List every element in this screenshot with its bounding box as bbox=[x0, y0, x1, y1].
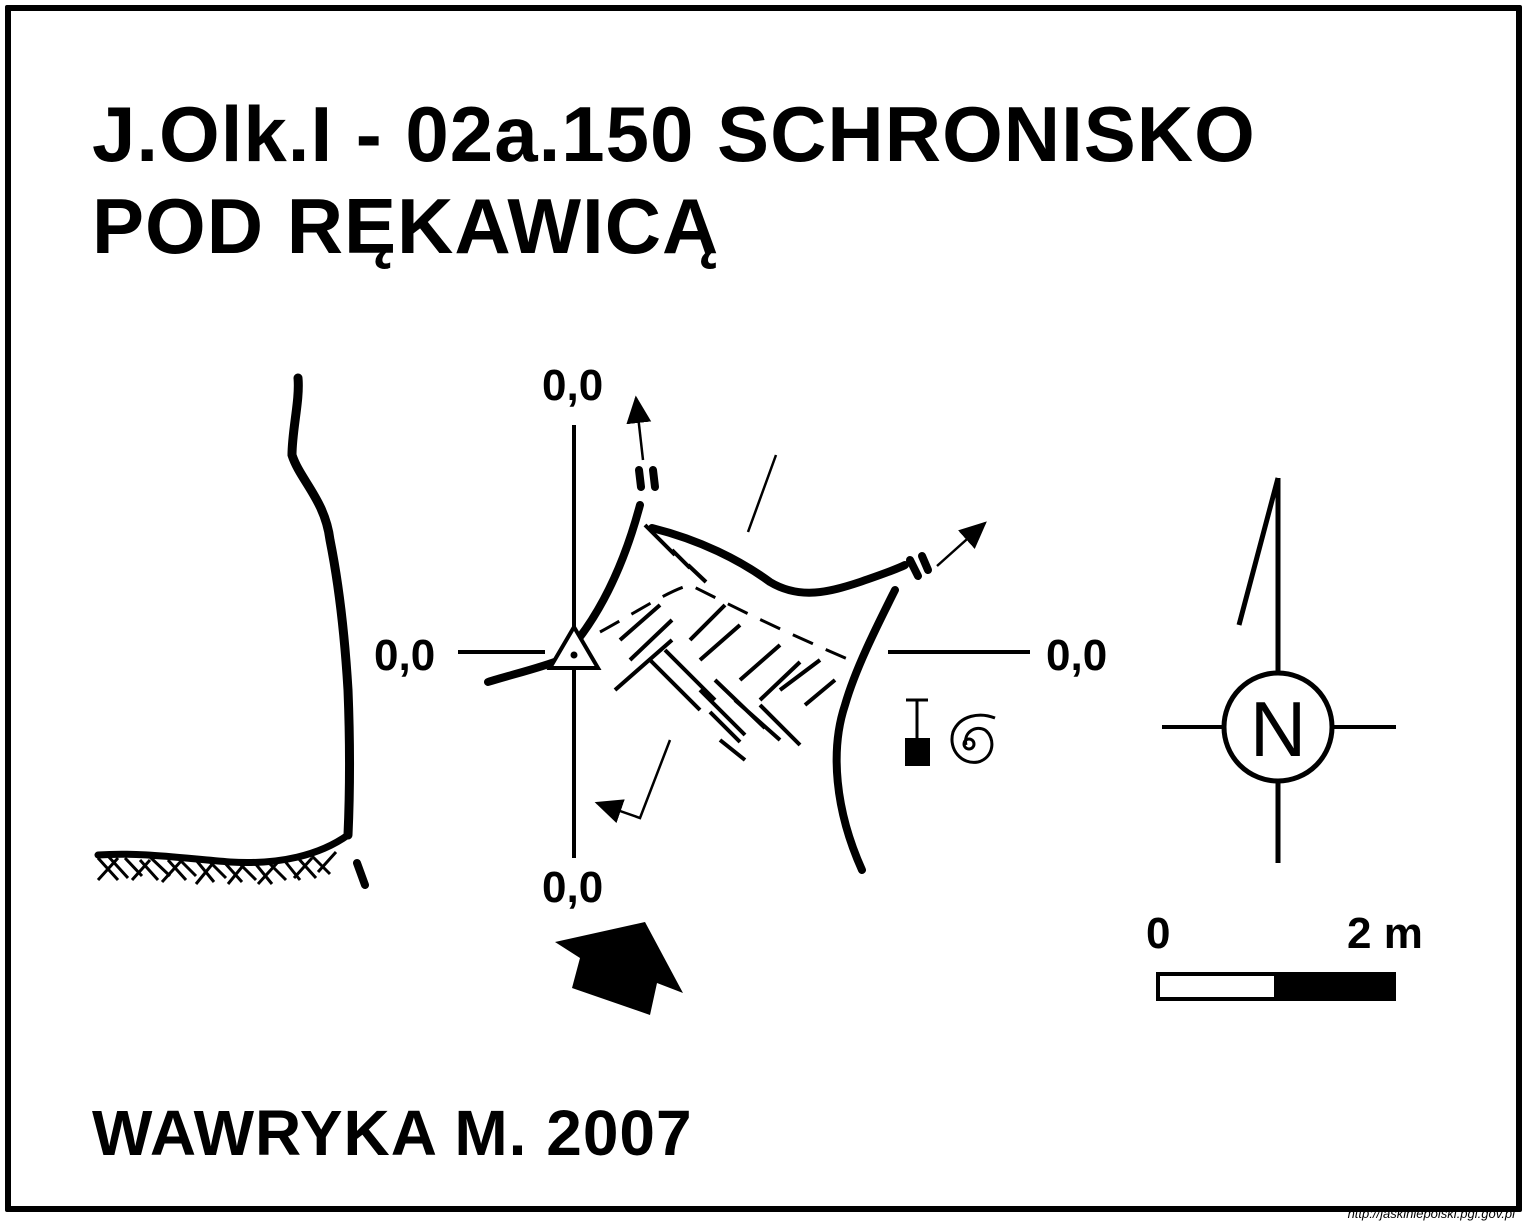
north-compass: N bbox=[1162, 477, 1396, 863]
label-top: 0,0 bbox=[542, 361, 603, 410]
cliff-profile bbox=[94, 373, 369, 889]
excavation-symbol bbox=[905, 698, 930, 766]
label-left: 0,0 bbox=[374, 631, 435, 680]
compass-letter: N bbox=[1250, 685, 1306, 773]
title-line-2: POD RĘKAWICĄ bbox=[92, 182, 720, 270]
direction-arrows bbox=[594, 395, 987, 824]
floor-hatching bbox=[613, 523, 837, 762]
survey-station bbox=[546, 623, 602, 670]
cross-section-axes bbox=[458, 425, 1030, 858]
title-line-1: J.Olk.I - 02a.150 SCHRONISKO bbox=[92, 90, 1256, 178]
map-title: J.Olk.I - 02a.150 SCHRONISKO POD RĘKAWIC… bbox=[92, 88, 1256, 272]
snail-shell-symbol bbox=[950, 713, 996, 764]
scale-bar: 0 2 m bbox=[1146, 909, 1423, 1001]
author-credit: WAWRYKA M. 2007 bbox=[92, 1097, 693, 1169]
scale-start: 0 bbox=[1146, 909, 1170, 958]
label-bottom: 0,0 bbox=[542, 863, 603, 912]
scale-end: 2 m bbox=[1347, 909, 1423, 958]
debris-hatching bbox=[96, 850, 338, 886]
entrance-arrow bbox=[555, 922, 683, 1015]
source-url[interactable]: http://jaskiniepolski.pgi.gov.pl bbox=[1347, 1206, 1515, 1221]
map-frame bbox=[5, 5, 1522, 1212]
ceiling-lines bbox=[599, 583, 851, 662]
label-right: 0,0 bbox=[1046, 631, 1107, 680]
